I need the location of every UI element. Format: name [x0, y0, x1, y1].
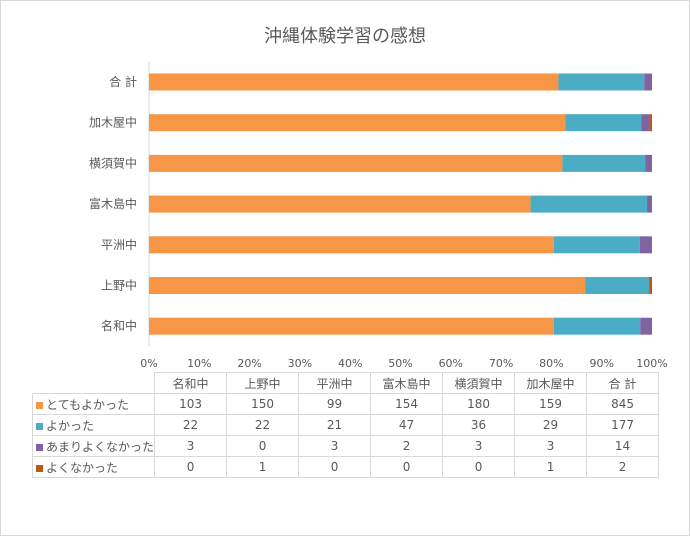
- bar-segment: [644, 73, 652, 91]
- bar-segment: [565, 114, 642, 132]
- category-label: 加木屋中: [89, 115, 137, 130]
- bar-segment: [149, 317, 554, 335]
- x-tick-label: 0%: [140, 357, 157, 370]
- table-cell: 2: [370, 435, 444, 457]
- x-tick-label: 30%: [288, 357, 312, 370]
- data-table: 名和中 上野中 平洲中 富木島中 横須賀中 加木屋中合 計とてもよかった 103 150 99 1…: [31, 372, 660, 478]
- x-tick-label: 20%: [237, 357, 261, 370]
- x-tick-label: 10%: [187, 357, 211, 370]
- table-cell: 3: [154, 435, 228, 457]
- bar-segment: [651, 73, 652, 91]
- bar-segment: [553, 317, 641, 335]
- x-tick-label: 80%: [539, 357, 563, 370]
- category-label: 上野中: [101, 278, 137, 293]
- table-cell: 154: [370, 393, 444, 415]
- column-header: 富木島中: [370, 372, 444, 394]
- table-cell: 0: [298, 456, 372, 478]
- table-row: よくなかった 0 1 0 0 0 1 2: [31, 456, 660, 478]
- category-label: 名和中: [101, 318, 137, 333]
- table-cell: 2: [586, 456, 660, 478]
- bar-segment: [585, 277, 650, 294]
- table-cell: 180: [442, 393, 516, 415]
- column-header: 平洲中: [298, 372, 372, 394]
- x-tick-label: 70%: [489, 357, 513, 370]
- legend-label: とてもよかった: [31, 393, 156, 415]
- table-row: よかった 22 22 21 47 36 29 177: [31, 414, 660, 436]
- column-header: 加木屋中: [514, 372, 588, 394]
- table-cell: 3: [514, 435, 588, 457]
- table-cell: 845: [586, 393, 660, 415]
- chart-title: 沖縄体験学習の感想: [264, 26, 426, 47]
- category-label: 富木島中: [89, 196, 137, 211]
- bar-segment: [149, 114, 566, 132]
- table-cell: 0: [154, 456, 228, 478]
- table-cell: 47: [370, 414, 444, 436]
- category-label: 平洲中: [101, 237, 137, 252]
- table-cell: 1: [226, 456, 300, 478]
- table-header-row: 名和中 上野中 平洲中 富木島中 横須賀中 加木屋中合 計: [32, 372, 660, 394]
- table-cell: 0: [442, 456, 516, 478]
- table-corner: [32, 372, 156, 394]
- bar-segment: [639, 236, 652, 254]
- legend-key: [36, 422, 43, 430]
- x-tick-label: 100%: [636, 357, 667, 370]
- x-tick-label: 50%: [388, 357, 412, 370]
- bar-segment: [149, 154, 563, 172]
- legend-label: あまりよくなかった: [31, 435, 156, 457]
- column-header: 横須賀中: [442, 372, 516, 394]
- bar-segment: [530, 195, 648, 213]
- table-cell: 1: [514, 456, 588, 478]
- table-row: あまりよくなかった 3 0 3 2 3 3 14: [31, 435, 660, 457]
- bar-segment: [641, 114, 650, 132]
- category-label: 横須賀中: [89, 155, 137, 170]
- column-header: 名和中: [154, 372, 228, 394]
- table-cell: 3: [442, 435, 516, 457]
- bar-segment: [647, 195, 652, 213]
- column-header: 合 計: [586, 372, 660, 394]
- bar-segment: [562, 154, 646, 172]
- bar-segment: [149, 236, 554, 254]
- table-cell: 3: [298, 435, 372, 457]
- table-cell: 29: [514, 414, 588, 436]
- series-name: とてもよかった: [46, 397, 130, 412]
- table-cell: 22: [226, 414, 300, 436]
- bar-segment: [149, 277, 586, 294]
- table-cell: 159: [514, 393, 588, 415]
- legend-label: よかった: [31, 414, 156, 436]
- legend-key: [36, 401, 43, 409]
- table-cell: 22: [154, 414, 228, 436]
- table-cell: 103: [154, 393, 228, 415]
- table-cell: 21: [298, 414, 372, 436]
- bar-plot: 名和中 上野中 平洲中 富木島中 横須賀中 加木屋中 合 計 0% 10% 20% 30% 40% 50…: [89, 62, 668, 370]
- column-header: 上野中: [226, 372, 300, 394]
- category-label: 合 計: [109, 74, 137, 89]
- bar-segment: [553, 236, 640, 254]
- table-cell: 99: [298, 393, 372, 415]
- table-cell: 14: [586, 435, 660, 457]
- legend-key: [36, 464, 43, 472]
- bar-segment: [149, 73, 559, 91]
- legend-key: [36, 443, 43, 451]
- bar-segment: [645, 154, 652, 172]
- series-name: あまりよくなかった: [46, 439, 155, 454]
- table-cell: 0: [226, 435, 300, 457]
- bar-segment: [649, 114, 652, 132]
- table-cell: 36: [442, 414, 516, 436]
- bar-segment: [558, 73, 645, 91]
- series-name: よかった: [46, 418, 95, 433]
- table-cell: 0: [370, 456, 444, 478]
- x-tick-label: 40%: [338, 357, 362, 370]
- table-cell: 150: [226, 393, 300, 415]
- table-cell: 177: [586, 414, 660, 436]
- legend-label: よくなかった: [31, 456, 156, 478]
- bar-segment: [640, 317, 652, 335]
- x-tick-label: 60%: [439, 357, 463, 370]
- bar-segment: [649, 277, 652, 294]
- bar-segment: [149, 195, 531, 213]
- table-row: とてもよかった 103 150 99 154 180 159 845: [31, 393, 660, 415]
- series-name: よくなかった: [46, 460, 119, 475]
- x-tick-label: 90%: [589, 357, 613, 370]
